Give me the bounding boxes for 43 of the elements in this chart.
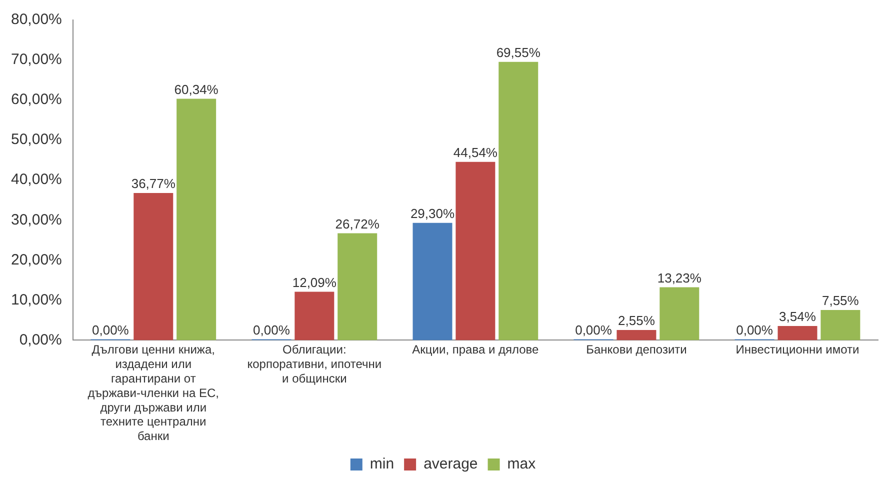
y-tick-label: 10,00% (11, 291, 62, 308)
x-tick-label: Облигации: корпоративни, ипотечни и общински (247, 342, 382, 386)
x-tick-label: Инвестиционни имоти (736, 342, 860, 357)
x-tick-label: Дългови ценни книжа, издадени или гарантирани от държави-членки на ЕС, други държави или техните централни банки (88, 342, 219, 444)
data-label: 0,00% (736, 322, 774, 338)
x-tick-label: Банкови депозити (586, 342, 687, 357)
data-label: 2,55% (618, 313, 656, 328)
data-label: 0,00% (92, 322, 130, 338)
bar (778, 326, 818, 340)
data-label: 69,55% (496, 44, 541, 60)
data-label: 36,77% (131, 176, 176, 192)
y-tick-label: 20,00% (11, 251, 62, 268)
data-label: 12,09% (292, 274, 337, 290)
bar (134, 193, 174, 340)
y-tick-label: 80,00% (11, 11, 62, 28)
data-label: 26,72% (335, 216, 380, 232)
y-tick-label: 60,00% (11, 91, 62, 108)
y-tick-label: 0,00% (19, 331, 62, 348)
data-label: 0,00% (253, 322, 290, 338)
bar (338, 233, 378, 340)
y-tick-label: 70,00% (11, 51, 62, 68)
x-tick-label: Акции, права и дялове (412, 342, 540, 357)
y-tick-label: 30,00% (11, 211, 62, 228)
legend-label: max (507, 456, 536, 473)
data-label: 60,34% (174, 82, 219, 97)
bar (456, 162, 496, 340)
y-tick-label: 50,00% (11, 131, 62, 148)
data-label: 3,54% (779, 309, 816, 324)
data-label: 29,30% (410, 206, 455, 222)
y-tick-label: 40,00% (11, 171, 62, 188)
data-label: 44,54% (453, 145, 498, 160)
bar (660, 287, 700, 340)
bar (294, 292, 334, 340)
data-label: 13,23% (657, 270, 702, 286)
data-label: 7,55% (822, 293, 860, 308)
legend-label: average (424, 456, 478, 473)
data-label: 0,00% (575, 322, 612, 338)
bar (616, 330, 656, 340)
legend-label: min (370, 456, 394, 473)
bar (820, 310, 860, 340)
bar (498, 62, 538, 340)
bar (176, 98, 216, 340)
bar (412, 222, 452, 340)
